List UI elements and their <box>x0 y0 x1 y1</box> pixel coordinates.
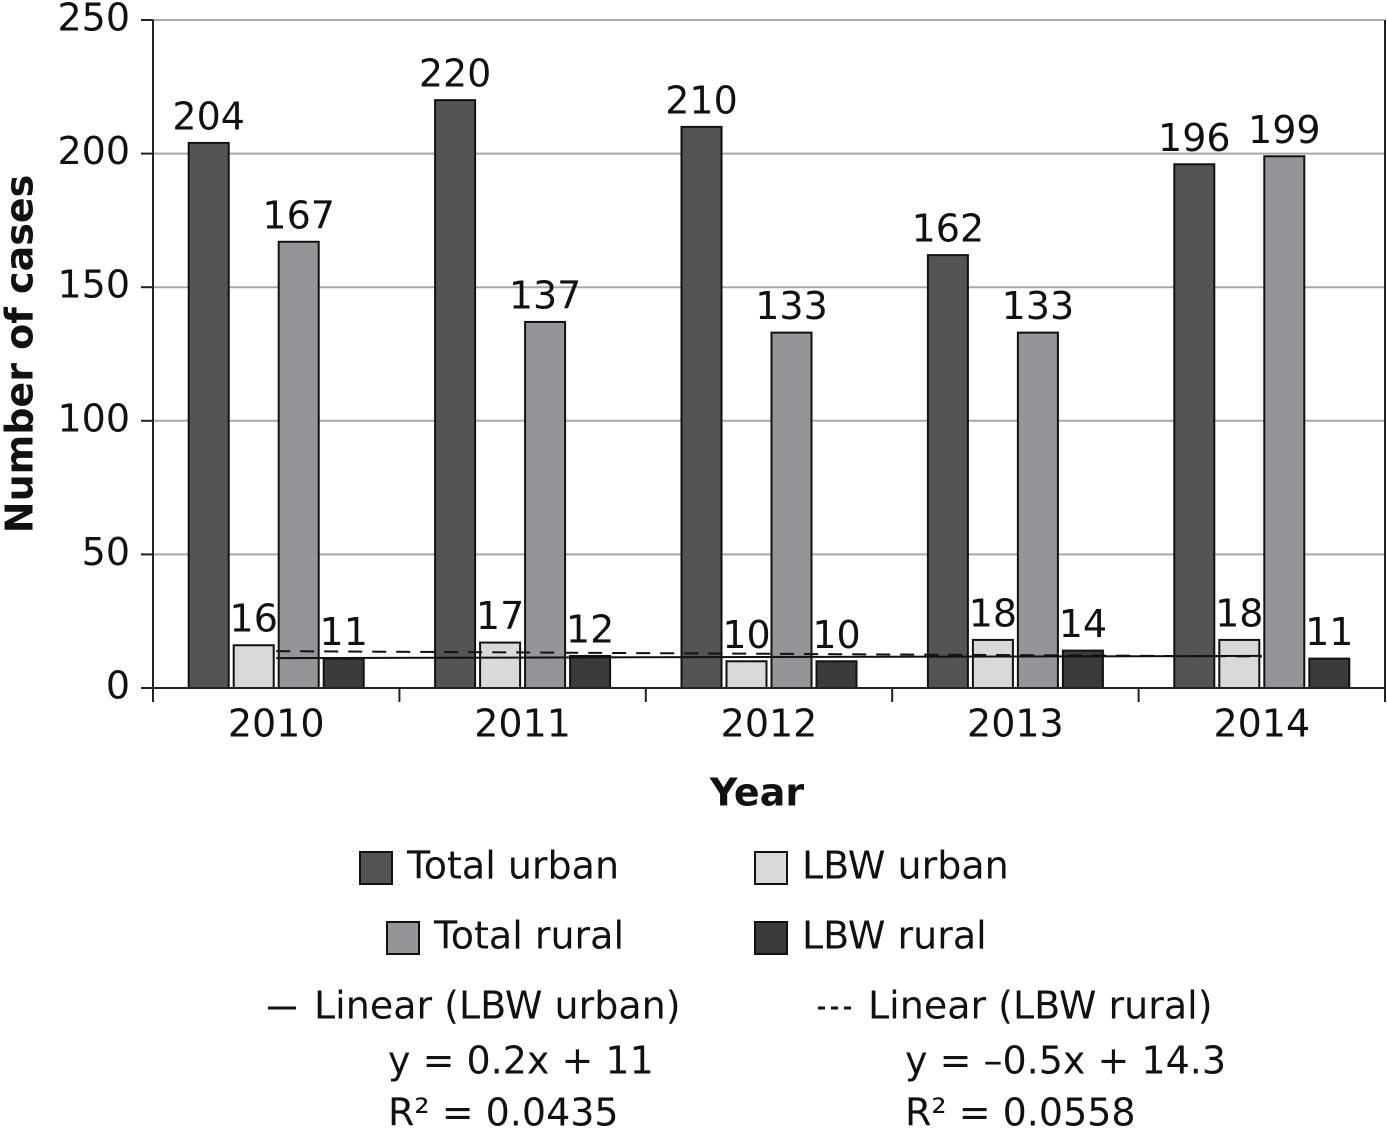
data-label: 162 <box>912 207 985 251</box>
data-label: 14 <box>1059 602 1107 646</box>
trend-r-squared: R² = 0.0558 <box>905 1091 1136 1135</box>
bar <box>187 141 230 690</box>
y-axis-title: Number of cases <box>0 175 42 533</box>
bar <box>1308 657 1351 689</box>
data-label: 133 <box>1002 284 1075 328</box>
y-tick-label: 150 <box>57 263 130 307</box>
legend-swatch <box>359 851 393 885</box>
trend-r-squared: R² = 0.0435 <box>388 1091 619 1135</box>
trend-equation: y = 0.2x + 11 <box>388 1039 654 1083</box>
x-tick-label: 2013 <box>967 702 1064 746</box>
trendline <box>276 650 1262 658</box>
data-label: 18 <box>969 591 1017 635</box>
legend-swatch <box>386 921 420 955</box>
bar <box>971 638 1014 689</box>
data-label: 16 <box>230 597 278 641</box>
y-tick-label: 200 <box>57 129 130 173</box>
bar <box>680 125 723 689</box>
legend-label: Linear (LBW urban) <box>314 984 681 1028</box>
data-label: 10 <box>722 613 770 657</box>
bar <box>434 99 477 690</box>
bar <box>725 660 768 690</box>
data-label: 11 <box>320 610 368 654</box>
legend-swatch <box>754 851 788 885</box>
data-label: 133 <box>755 284 828 328</box>
data-label: 204 <box>172 94 245 138</box>
legend-label: Linear (LBW rural) <box>868 984 1213 1028</box>
bar <box>1173 163 1216 689</box>
bar <box>1218 638 1261 689</box>
bar <box>815 660 858 690</box>
bar <box>232 644 275 689</box>
x-tick-label: 2011 <box>474 702 571 746</box>
legend-swatch <box>754 921 788 955</box>
bar <box>770 331 813 689</box>
data-label: 137 <box>509 273 582 317</box>
data-label: 17 <box>476 594 524 638</box>
x-tick-label: 2010 <box>228 702 325 746</box>
bar <box>1016 331 1059 689</box>
x-tick-label: 2014 <box>1213 702 1310 746</box>
legend-label: Total rural <box>433 914 624 958</box>
bar <box>1263 155 1306 690</box>
y-tick-label: 100 <box>57 396 130 440</box>
data-label: 167 <box>262 193 335 237</box>
legend-label: LBW rural <box>802 914 987 958</box>
data-label: 12 <box>566 607 614 651</box>
x-tick-label: 2012 <box>721 702 818 746</box>
data-label: 210 <box>665 78 738 122</box>
x-axis-title: Year <box>709 771 804 815</box>
trend-equation: y = –0.5x + 14.3 <box>905 1039 1226 1083</box>
bar <box>322 657 365 689</box>
data-label: 196 <box>1158 116 1231 160</box>
bar <box>277 240 320 689</box>
y-tick-label: 50 <box>82 530 130 574</box>
legend-label: Total urban <box>406 844 619 888</box>
data-label: 220 <box>419 52 492 96</box>
data-label: 18 <box>1215 591 1263 635</box>
data-label: 11 <box>1305 610 1353 654</box>
y-tick-label: 250 <box>57 0 130 40</box>
data-label: 199 <box>1248 108 1321 152</box>
bar <box>479 641 522 689</box>
bar <box>524 320 567 689</box>
data-label: 10 <box>812 613 860 657</box>
bar <box>569 654 612 689</box>
legend-label: LBW urban <box>802 844 1009 888</box>
bar <box>926 254 969 690</box>
trendline <box>276 654 1262 660</box>
y-tick-label: 0 <box>106 664 130 708</box>
